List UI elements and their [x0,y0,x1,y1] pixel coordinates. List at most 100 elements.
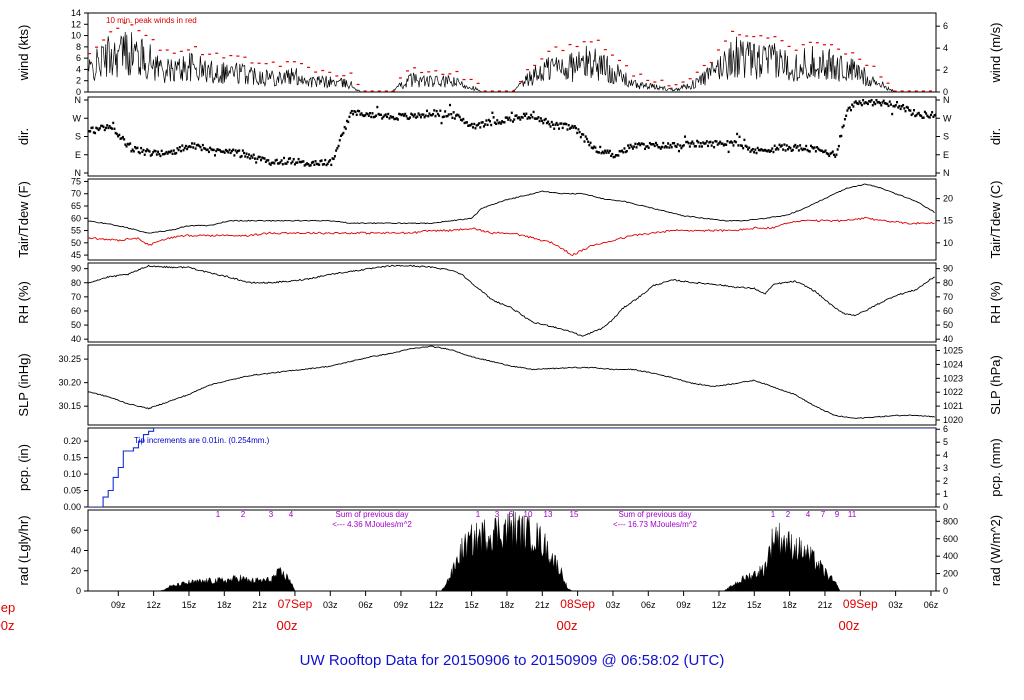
wind-dir-dot [402,114,405,117]
wind-dir-dot [811,146,814,149]
slp-line [88,345,936,419]
wind-dir-dot [320,159,323,162]
wind-dir-dot [481,121,484,124]
peak-wind-mark [794,49,798,51]
wind-dir-dot [290,162,293,165]
wind-dir-dot [487,118,490,122]
wind-dir-dot [369,111,372,115]
time-tick-label: 18z [217,600,232,610]
plot-area-dir [88,99,936,167]
wind-dir-dot [788,145,791,149]
time-tick-label: 09Sep [843,597,878,611]
wind-dir-dot [90,126,93,130]
wind-dir-dot [166,152,169,155]
wind-dir-dot [514,114,517,118]
wind-dir-dot [358,109,361,113]
wind-dir-dot [824,149,827,152]
rh-line [88,264,935,337]
wind-dir-dot [711,141,714,144]
wind-dir-dot [341,133,344,136]
wind-dir-dot [421,113,424,116]
wind-dir-dot [843,118,846,121]
wind-dir-dot [104,126,107,130]
peak-wind-mark [907,90,911,92]
wind-dir-dot [515,114,518,117]
right-tick-label: 400 [943,551,958,561]
wind-dir-dot [837,144,840,148]
wind-dir-dot [295,161,298,164]
peak-wind-mark [526,69,530,71]
wind-dir-dot [545,121,548,125]
peak-wind-mark [356,83,360,86]
wind-dir-dot [914,114,917,118]
wind-dir-dot [314,160,317,163]
wind-dir-dot [617,154,620,157]
wind-dir-dot [849,108,852,112]
wind-dir-dot [152,151,155,154]
wind-dir-dot [287,157,290,160]
wind-dir-dot [616,154,619,157]
wind-dir-dot [785,144,788,147]
wind-dir-dot [187,145,190,149]
wind-dir-dot [869,100,872,103]
right-tick-label: 1020 [943,415,963,425]
panel-frame [87,12,937,93]
peak-wind-mark [561,49,565,52]
peak-wind-mark [625,65,629,67]
wind-dir-dot [668,146,671,149]
peak-wind-mark [427,71,431,73]
hour-marker: 10 [524,510,533,519]
wind-dir-dot [866,102,869,106]
wind-dir-dot [644,147,647,151]
time-tick-label: 12z [429,600,444,610]
wind-dir-dot [601,150,604,154]
wind-dir-dot [172,149,175,152]
wind-dir-dot [147,149,150,152]
wind-dir-dot [312,160,315,164]
wind-dir-dot [651,143,654,146]
wind-dir-dot [646,145,649,148]
wind-dir-dot [676,143,679,146]
peak-wind-mark [618,59,621,62]
wind-dir-dot [777,148,780,151]
peak-wind-mark [321,69,325,72]
wind-dir-dot [416,115,419,118]
peak-wind-mark [674,84,678,86]
wind-dir-dot [316,162,319,166]
wind-dir-dot [103,128,106,132]
wind-dir-dot [384,113,387,116]
left-axis-label: Tair/Tdew (F) [16,181,31,258]
wind-dir-dot [605,151,608,154]
wind-dir-dot [194,147,197,150]
right-axis-label: wind (m/s) [988,23,1003,84]
wind-dir-dot [343,125,346,129]
wind-dir-dot [207,150,210,154]
wind-dir-dot [531,116,534,119]
peak-wind-mark [893,90,897,92]
panel-frame [87,178,937,261]
wind-dir-dot [266,159,269,162]
wind-dir-dot [674,144,677,148]
wind-dir-dot [325,163,328,167]
wind-dir-dot [201,143,204,147]
wind-dir-dot [356,109,359,113]
wind-dir-dot [898,104,901,108]
wind-dir-dot [541,119,544,123]
wind-dir-dot [112,121,115,125]
wind-dir-dot [916,112,919,115]
wind-dir-dot [227,151,230,154]
wind-dir-dot [303,164,306,167]
peak-wind-mark [851,52,855,54]
wind-dir-dot [492,116,495,119]
wind-dir-dot [840,134,843,138]
wind-dir-dot [780,144,783,147]
wind-dir-dot [180,149,183,153]
wind-dir-dot [805,144,808,148]
wind-dir-dot [425,109,428,113]
wind-dir-dot [886,102,889,106]
wind-dir-dot [123,138,126,141]
wind-dir-dot [326,162,329,165]
wind-dir-dot [707,144,710,148]
